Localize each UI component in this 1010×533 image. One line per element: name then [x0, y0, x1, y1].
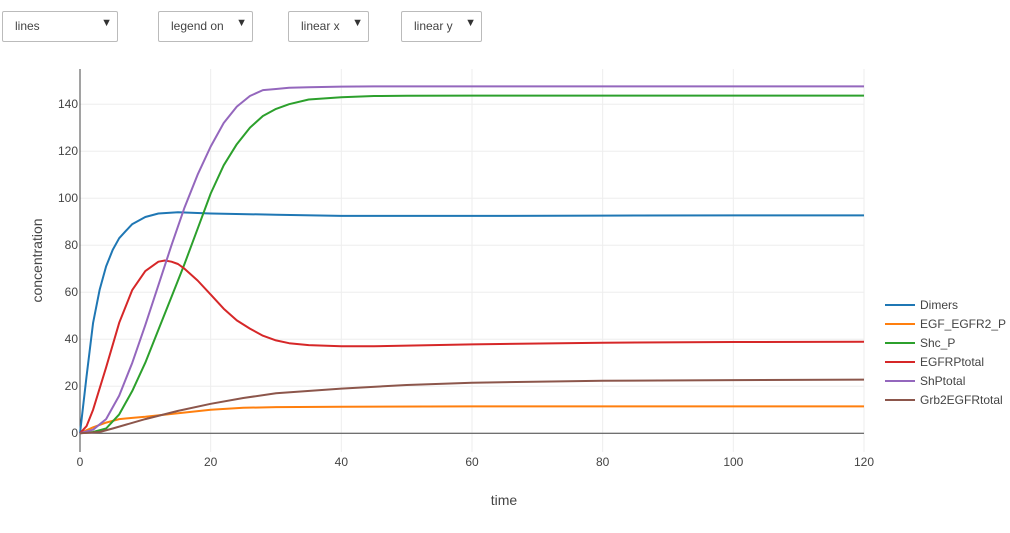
chevron-down-icon: ▼ — [236, 17, 247, 29]
legend-label: Dimers — [920, 298, 958, 312]
legend-dropdown-label: legend on — [171, 19, 224, 33]
series-line-egfrptotal — [79, 259, 865, 434]
x-tick-label: 60 — [465, 455, 479, 469]
mode-dropdown[interactable]: lines ▼ — [2, 11, 118, 42]
y-tick-label: 120 — [58, 144, 78, 158]
x-scale-dropdown-label: linear x — [301, 19, 340, 33]
chevron-down-icon: ▼ — [465, 17, 476, 29]
series-line-grb2egfrtotal — [79, 378, 865, 435]
series-line-shptotal — [79, 85, 864, 435]
y-tick-label: 100 — [58, 191, 78, 205]
chevron-down-icon: ▼ — [101, 17, 112, 29]
x-tick-label: 40 — [335, 455, 349, 469]
y-tick-label: 0 — [71, 426, 78, 440]
series-line-egf-egfr2-p — [79, 405, 864, 435]
legend-label: EGFRPtotal — [920, 355, 984, 369]
x-tick-label: 100 — [723, 455, 743, 469]
x-tick-label: 20 — [204, 455, 218, 469]
y-tick-label: 80 — [65, 238, 79, 252]
x-axis-title: time — [491, 492, 518, 508]
x-tick-label: 80 — [596, 455, 610, 469]
y-tick-label: 60 — [65, 285, 79, 299]
legend-label: Grb2EGFRtotal — [920, 393, 1003, 407]
legend-label: EGF_EGFR2_P — [920, 317, 1006, 331]
legend-dropdown[interactable]: legend on ▼ — [158, 11, 253, 42]
chevron-down-icon: ▼ — [352, 17, 363, 29]
mode-dropdown-label: lines — [15, 19, 40, 33]
legend-label: ShPtotal — [920, 374, 965, 388]
y-scale-dropdown[interactable]: linear y ▼ — [401, 11, 482, 42]
series-line-dimers — [79, 211, 864, 434]
series-line-shc-p — [79, 94, 864, 435]
legend-label: Shc_P — [920, 336, 955, 350]
y-tick-label: 40 — [65, 332, 79, 346]
x-scale-dropdown[interactable]: linear x ▼ — [288, 11, 369, 42]
y-axis-title: concentration — [29, 218, 45, 302]
x-tick-label: 0 — [77, 455, 84, 469]
y-tick-label: 140 — [58, 97, 78, 111]
y-scale-dropdown-label: linear y — [414, 19, 453, 33]
y-tick-label: 20 — [65, 379, 79, 393]
x-tick-label: 120 — [854, 455, 874, 469]
